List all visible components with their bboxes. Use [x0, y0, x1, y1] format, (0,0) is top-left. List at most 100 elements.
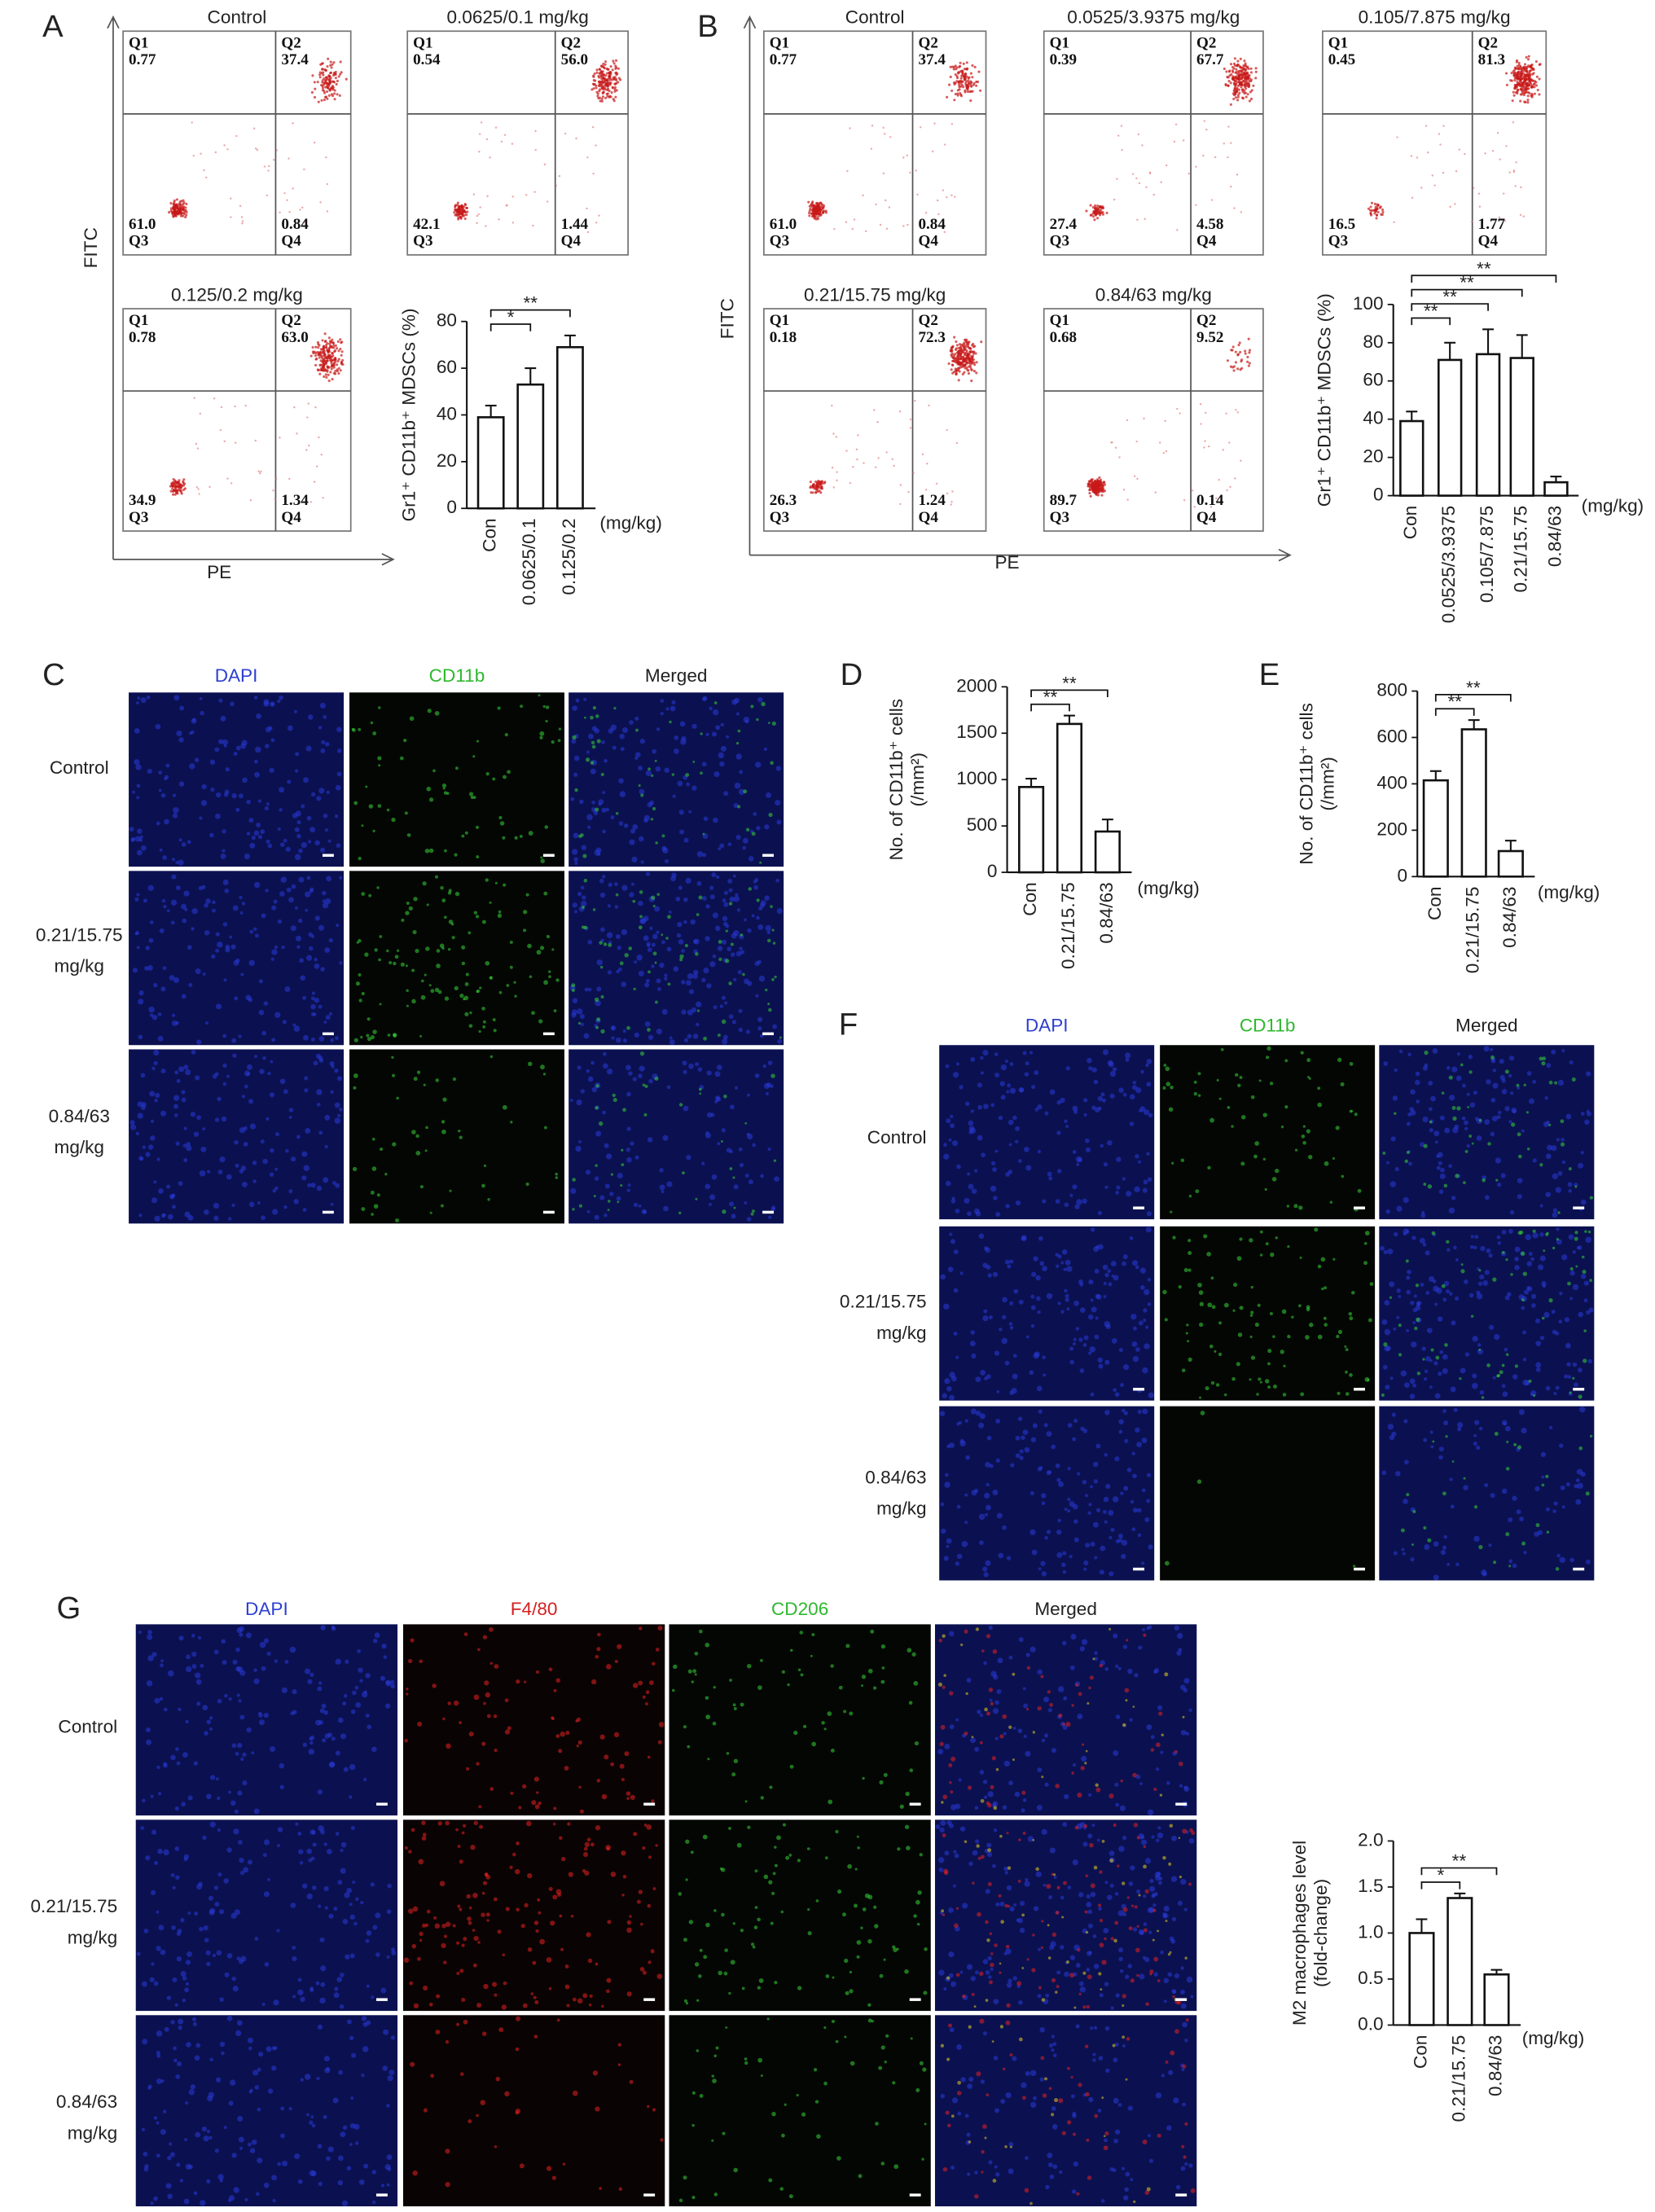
- channel-header: Merged: [1455, 1016, 1518, 1036]
- flow-event: [893, 464, 895, 467]
- cell-signal: [1561, 1138, 1565, 1142]
- cell-signal: [1060, 1310, 1065, 1314]
- cell-signal: [1048, 1176, 1053, 1181]
- cell-signal: [136, 893, 140, 897]
- cell-signal: [1389, 1296, 1393, 1299]
- cell-signal: [683, 1105, 689, 1112]
- cell-signal: [202, 1127, 206, 1130]
- cell-signal: [1139, 1267, 1147, 1274]
- cell-signal: [586, 814, 593, 821]
- bar: [1422, 779, 1449, 878]
- y-tick-label: 100: [1353, 293, 1384, 314]
- cell-signal: [622, 1108, 626, 1113]
- flow-event: [337, 358, 340, 361]
- flow-event: [313, 481, 316, 483]
- cell-signal: [1170, 1210, 1173, 1214]
- cell-signal: [1002, 1314, 1007, 1319]
- cell-signal: [1105, 1483, 1111, 1490]
- flow-event: [244, 404, 247, 407]
- cell-signal: [1415, 1284, 1420, 1288]
- flow-event: [176, 489, 179, 493]
- flow-event: [599, 99, 602, 103]
- cell-signal: [320, 967, 325, 972]
- cell-signal: [187, 945, 192, 950]
- flow-event: [1121, 148, 1123, 151]
- flow-event: [855, 448, 858, 451]
- cell-signal: [266, 1117, 270, 1121]
- cell-signal: [596, 1017, 601, 1022]
- cell-signal: [1566, 1362, 1571, 1367]
- cell-signal: [1413, 1294, 1417, 1298]
- cell-signal: [648, 1078, 653, 1084]
- flow-event: [230, 216, 232, 218]
- cell-signal: [1526, 1261, 1532, 1266]
- cell-signal: [1046, 1530, 1051, 1534]
- cell-signal: [1097, 1357, 1103, 1363]
- cell-signal: [687, 1034, 692, 1039]
- cell-signal: [1185, 1332, 1188, 1335]
- flow-event: [472, 193, 475, 195]
- cell-signal: [312, 991, 315, 995]
- cell-signal: [542, 704, 546, 709]
- cell-signal: [1337, 1329, 1343, 1334]
- cell-signal: [666, 946, 672, 952]
- cell-signal: [260, 829, 266, 835]
- cell-signal: [1073, 1419, 1078, 1423]
- cell-signal: [358, 972, 362, 977]
- cell-signal: [137, 696, 141, 700]
- flow-event: [1187, 172, 1190, 175]
- quadrant-value: 37.4: [918, 51, 946, 68]
- cell-signal: [1104, 1359, 1110, 1365]
- panel-letter: C: [42, 657, 65, 692]
- cell-signal: [571, 739, 577, 744]
- flow-event: [337, 349, 340, 353]
- flow-event: [288, 477, 291, 481]
- cell-signal: [1490, 1055, 1495, 1060]
- y-axis-label: M2 macrophages level: [1289, 1841, 1310, 2025]
- cell-signal: [284, 986, 291, 992]
- cell-signal: [1446, 1065, 1451, 1070]
- cell-signal: [1514, 1364, 1519, 1368]
- cell-signal: [290, 925, 296, 932]
- flow-event: [1519, 93, 1522, 96]
- flow-event: [832, 432, 835, 435]
- flow-event: [931, 150, 934, 153]
- cell-signal: [770, 1073, 775, 1078]
- flow-event: [263, 165, 266, 168]
- cell-signal: [253, 696, 258, 700]
- flow-plot: [122, 30, 352, 256]
- flow-event: [1529, 69, 1532, 72]
- flow-event: [819, 487, 823, 490]
- cell-signal: [1403, 1196, 1409, 1204]
- cell-signal: [587, 939, 593, 945]
- flow-event: [602, 90, 605, 94]
- cell-signal: [557, 739, 561, 743]
- cell-signal: [1309, 1323, 1314, 1328]
- flow-event: [331, 341, 335, 345]
- flow-event: [1519, 81, 1522, 85]
- cell-signal: [529, 975, 533, 978]
- flow-event: [1246, 360, 1249, 363]
- cell-signal: [251, 835, 256, 840]
- cell-signal: [988, 1315, 993, 1320]
- cell-signal: [175, 1141, 180, 1146]
- cell-signal: [1522, 1358, 1527, 1362]
- cell-signal: [379, 1003, 382, 1006]
- cell-signal: [1589, 1279, 1592, 1282]
- flow-event: [1214, 156, 1217, 159]
- cell-signal: [590, 768, 596, 775]
- flow-event: [1227, 156, 1229, 159]
- cell-signal: [1044, 1536, 1048, 1540]
- flow-event: [955, 441, 959, 445]
- cell-signal: [1526, 1286, 1531, 1291]
- cell-signal: [1043, 1373, 1047, 1377]
- cell-signal: [624, 953, 629, 958]
- cell-signal: [987, 1273, 992, 1278]
- flow-event: [173, 211, 176, 214]
- flow-event: [172, 215, 175, 218]
- cell-signal: [371, 1213, 374, 1216]
- cell-signal: [659, 1184, 665, 1191]
- cell-signal: [1019, 1449, 1024, 1454]
- flow-event: [328, 75, 331, 78]
- cell-signal: [705, 1132, 711, 1139]
